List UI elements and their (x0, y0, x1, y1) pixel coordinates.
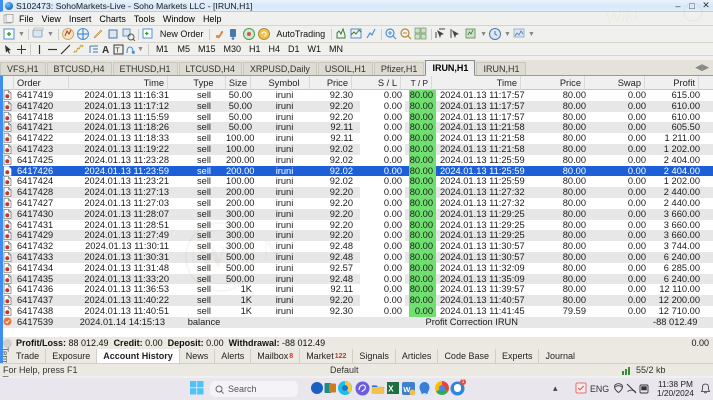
svg-text:A: A (102, 45, 109, 56)
svg-text:X: X (388, 385, 394, 394)
svg-text:T: T (115, 47, 120, 54)
